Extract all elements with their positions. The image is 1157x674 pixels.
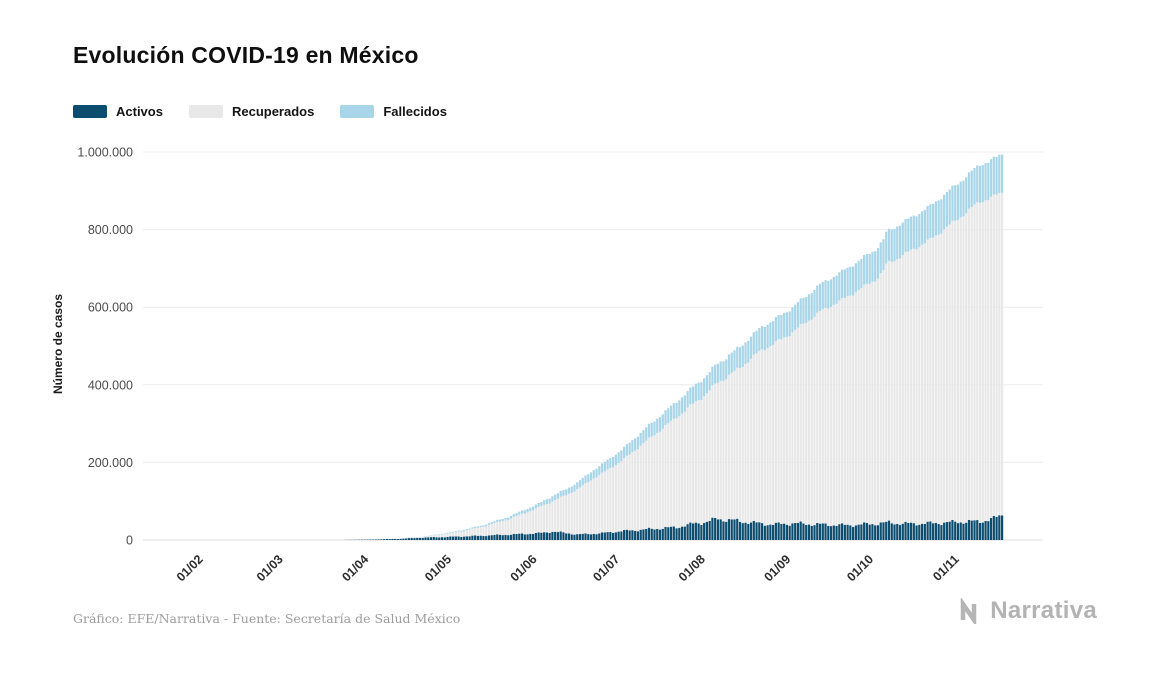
svg-text:01/08: 01/08 <box>676 552 708 584</box>
legend-label-activos: Activos <box>116 104 163 119</box>
svg-text:01/06: 01/06 <box>508 552 540 584</box>
legend: Activos Recuperados Fallecidos <box>73 104 447 119</box>
svg-text:01/05: 01/05 <box>422 552 454 584</box>
page-title: Evolución COVID-19 en México <box>73 42 419 68</box>
svg-text:01/11: 01/11 <box>930 552 962 584</box>
svg-text:01/02: 01/02 <box>174 552 206 584</box>
svg-text:800.000: 800.000 <box>88 223 133 237</box>
svg-text:01/09: 01/09 <box>761 552 793 584</box>
legend-swatch-activos <box>73 105 107 118</box>
svg-text:200.000: 200.000 <box>88 456 133 470</box>
source-credit: Gráfico: EFE/Narrativa - Fuente: Secreta… <box>73 611 461 626</box>
svg-text:01/04: 01/04 <box>339 552 371 584</box>
legend-label-recuperados: Recuperados <box>231 104 315 119</box>
legend-swatch-fallecidos <box>340 105 375 118</box>
svg-text:400.000: 400.000 <box>88 378 133 392</box>
svg-text:1.000.000: 1.000.000 <box>77 146 133 160</box>
svg-text:0: 0 <box>126 534 133 548</box>
legend-item-activos: Activos <box>73 104 163 119</box>
svg-text:01/10: 01/10 <box>844 552 876 584</box>
narrativa-brand: Narrativa <box>958 597 1097 625</box>
narrativa-wordmark: Narrativa <box>990 597 1097 624</box>
legend-item-recuperados: Recuperados <box>188 104 315 119</box>
svg-text:600.000: 600.000 <box>88 301 133 315</box>
legend-label-fallecidos: Fallecidos <box>383 104 447 119</box>
legend-item-fallecidos: Fallecidos <box>340 104 447 119</box>
legend-swatch-recuperados <box>188 105 223 118</box>
narrativa-logo-icon <box>960 598 977 624</box>
svg-text:01/03: 01/03 <box>254 552 286 584</box>
svg-text:01/07: 01/07 <box>590 552 622 584</box>
